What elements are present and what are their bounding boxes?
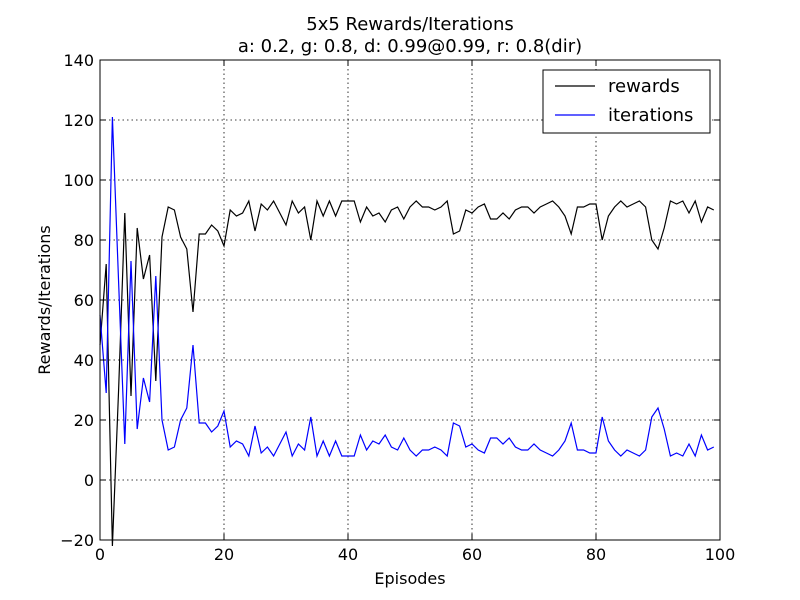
y-tick-label: 40 [74,351,94,370]
y-tick-label: 140 [63,51,94,70]
y-tick-label: −20 [60,531,94,550]
legend-box [542,69,711,134]
chart-title: 5x5 Rewards/Iterations [306,14,513,35]
x-tick-label: 60 [462,545,482,564]
x-axis-label: Episodes [374,569,445,588]
y-tick-label: 60 [74,291,94,310]
x-tick-label: 100 [705,545,736,564]
y-tick-label: 0 [84,471,94,490]
x-tick-label: 80 [586,545,606,564]
y-tick-label: 20 [74,411,94,430]
y-tick-label: 120 [63,111,94,130]
legend-label-rewards: rewards [608,76,680,97]
series-lines [99,116,715,547]
y-tick-label: 100 [63,171,94,190]
legend: rewards iterations [542,69,711,134]
legend-label-iterations: iterations [608,105,693,126]
series-line-iterations [99,116,715,459]
series-line-rewards [99,198,715,547]
x-tick-label: 40 [338,545,358,564]
y-axis-label: Rewards/Iterations [35,225,54,375]
x-tick-label: 20 [214,545,234,564]
y-tick-label: 80 [74,231,94,250]
chart-subtitle: a: 0.2, g: 0.8, d: 0.99@0.99, r: 0.8(dir… [238,36,582,57]
grid-lines [100,60,720,540]
x-tick-label: 0 [95,545,105,564]
